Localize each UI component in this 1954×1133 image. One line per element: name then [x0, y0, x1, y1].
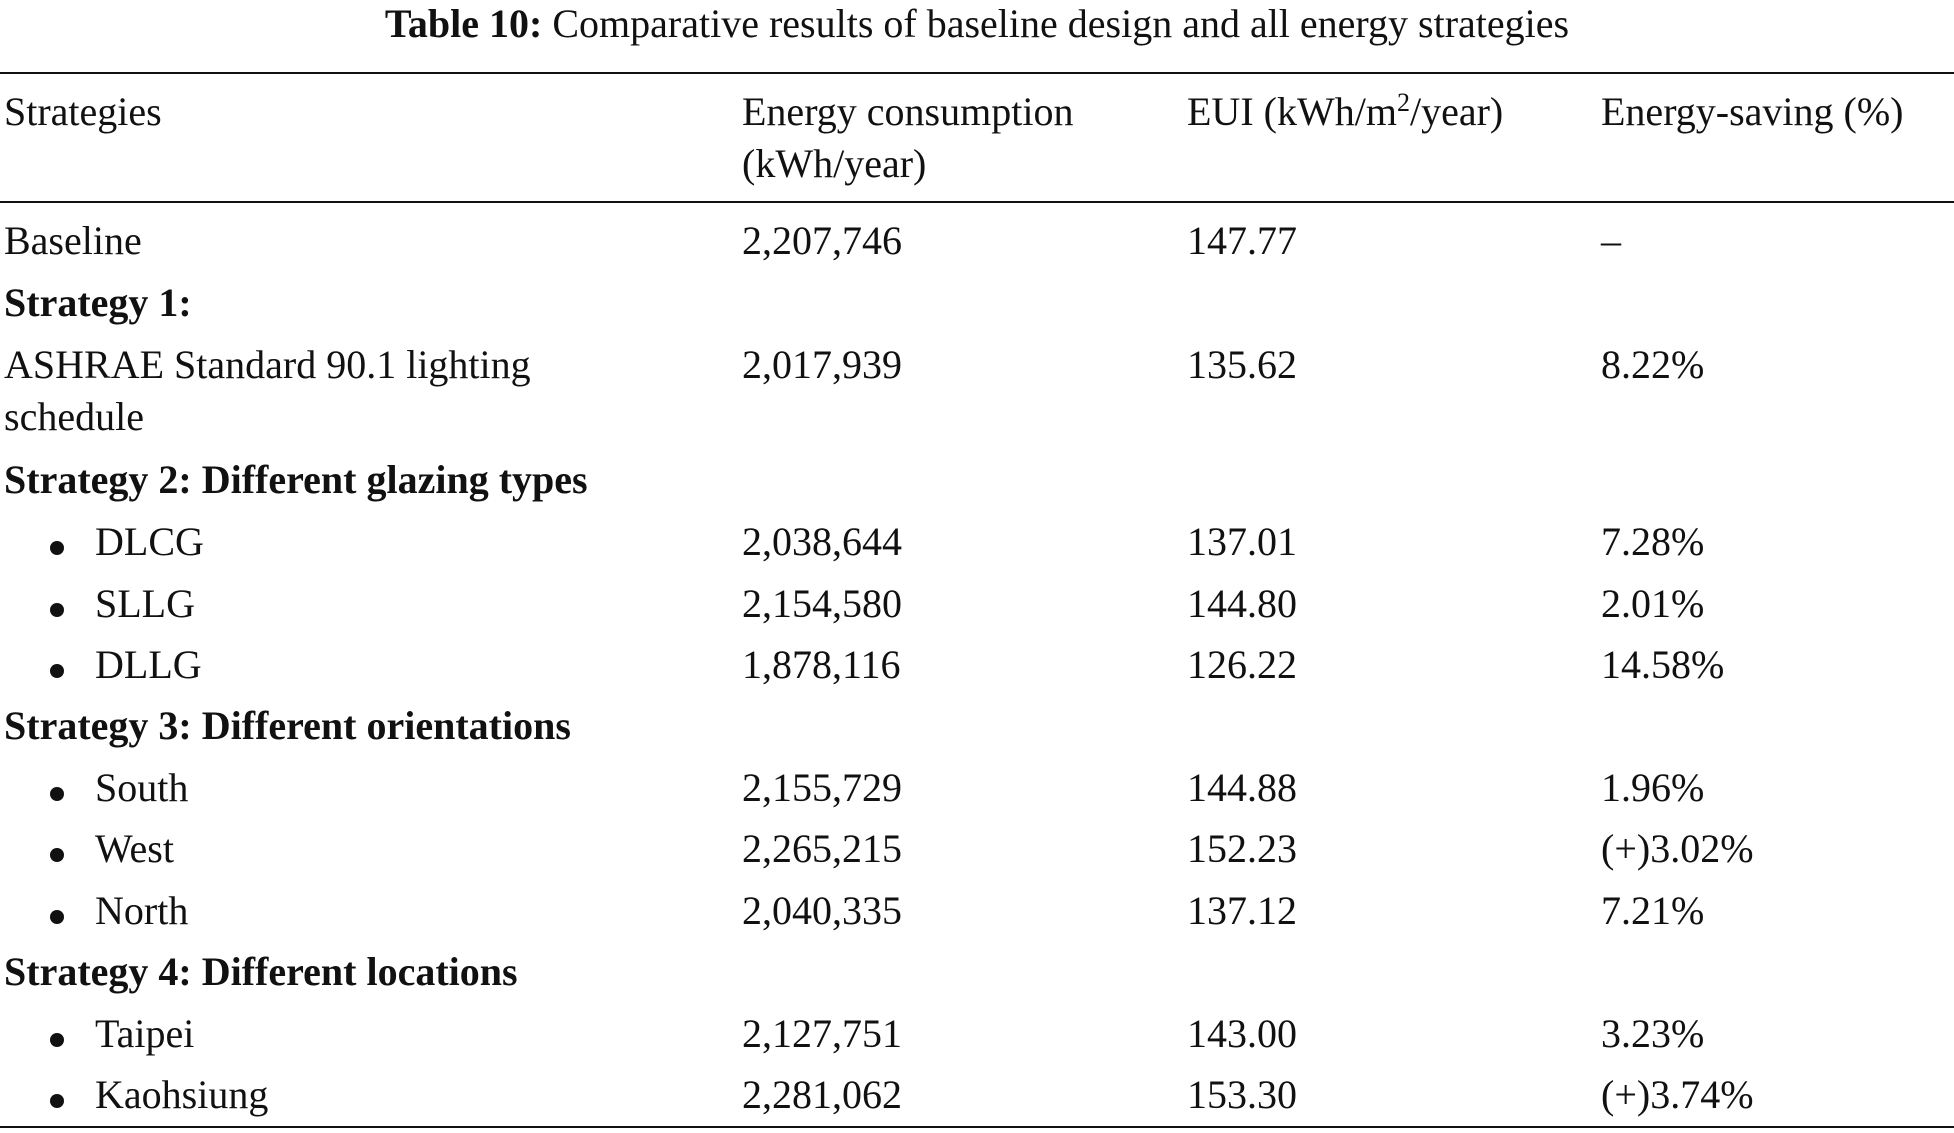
bottom-rule	[0, 1126, 1954, 1128]
header-energy-line1: Energy consumption	[742, 89, 1074, 134]
row-taipei-name: Taipei	[95, 1011, 195, 1056]
strategy-1-title: Strategy 1:	[4, 280, 192, 325]
top-rule	[0, 72, 1954, 74]
row-west-name: West	[95, 826, 174, 871]
strategy-3-title: Strategy 3: Different orientations	[4, 703, 571, 748]
row-baseline-energy: 2,207,746	[742, 218, 902, 263]
table-caption-label: Table 10:	[384, 1, 543, 46]
row-kaohsiung-energy: 2,281,062	[742, 1072, 902, 1117]
row-dllg-saving: 14.58%	[1601, 642, 1725, 687]
row-sllg-saving: 2.01%	[1601, 581, 1705, 626]
bullet-icon	[50, 541, 64, 555]
header-eui-suffix: /year)	[1409, 89, 1504, 134]
bullet-icon	[50, 787, 64, 801]
table-caption-text: Comparative results of baseline design a…	[552, 1, 1570, 46]
table-caption: Table 10: Comparative results of baselin…	[0, 0, 1954, 48]
row-taipei-saving: 3.23%	[1601, 1011, 1705, 1056]
header-rule	[0, 201, 1954, 203]
bullet-icon	[50, 1033, 64, 1047]
bullet-icon	[50, 603, 64, 617]
row-ashrae-name-line1: ASHRAE Standard 90.1 lighting	[4, 342, 531, 387]
row-ashrae-energy: 2,017,939	[742, 342, 902, 387]
row-baseline-saving: –	[1601, 218, 1621, 263]
row-sllg-name: SLLG	[95, 581, 195, 626]
row-ashrae-eui: 135.62	[1187, 342, 1297, 387]
header-saving: Energy-saving (%)	[1601, 89, 1904, 134]
row-west-energy: 2,265,215	[742, 826, 902, 871]
header-eui-sup: 2	[1396, 88, 1410, 117]
row-kaohsiung-saving: (+)3.74%	[1601, 1072, 1754, 1117]
row-baseline-name: Baseline	[4, 218, 142, 263]
row-baseline-eui: 147.77	[1187, 218, 1297, 263]
bullet-icon	[50, 1094, 64, 1108]
strategy-4-title: Strategy 4: Different locations	[4, 949, 518, 994]
header-strategies: Strategies	[4, 89, 162, 134]
bullet-icon	[50, 910, 64, 924]
row-kaohsiung-name: Kaohsiung	[95, 1072, 269, 1117]
row-west-eui: 152.23	[1187, 826, 1297, 871]
row-north-eui: 137.12	[1187, 888, 1297, 933]
strategy-2-title: Strategy 2: Different glazing types	[4, 457, 588, 502]
bullet-icon	[50, 848, 64, 862]
row-sllg-eui: 144.80	[1187, 581, 1297, 626]
row-south-eui: 144.88	[1187, 765, 1297, 810]
row-south-name: South	[95, 765, 189, 810]
row-south-saving: 1.96%	[1601, 765, 1705, 810]
row-dlcg-energy: 2,038,644	[742, 519, 902, 564]
row-north-saving: 7.21%	[1601, 888, 1705, 933]
row-taipei-eui: 143.00	[1187, 1011, 1297, 1056]
header-eui: EUI (kWh/m2/year)	[1187, 86, 1503, 138]
row-west-saving: (+)3.02%	[1601, 826, 1754, 871]
row-north-name: North	[95, 888, 189, 933]
row-dllg-eui: 126.22	[1187, 642, 1297, 687]
row-dlcg-name: DLCG	[95, 519, 204, 564]
row-dllg-energy: 1,878,116	[742, 642, 901, 687]
header-eui-prefix: EUI (kWh/m	[1187, 89, 1397, 134]
row-ashrae-saving: 8.22%	[1601, 342, 1705, 387]
row-kaohsiung-eui: 153.30	[1187, 1072, 1297, 1117]
row-ashrae-name-line2: schedule	[4, 394, 144, 439]
bullet-icon	[50, 664, 64, 678]
header-energy-line2: (kWh/year)	[742, 141, 927, 186]
row-sllg-energy: 2,154,580	[742, 581, 902, 626]
row-south-energy: 2,155,729	[742, 765, 902, 810]
row-north-energy: 2,040,335	[742, 888, 902, 933]
row-dlcg-eui: 137.01	[1187, 519, 1297, 564]
row-dllg-name: DLLG	[95, 642, 202, 687]
row-dlcg-saving: 7.28%	[1601, 519, 1705, 564]
row-taipei-energy: 2,127,751	[742, 1011, 902, 1056]
